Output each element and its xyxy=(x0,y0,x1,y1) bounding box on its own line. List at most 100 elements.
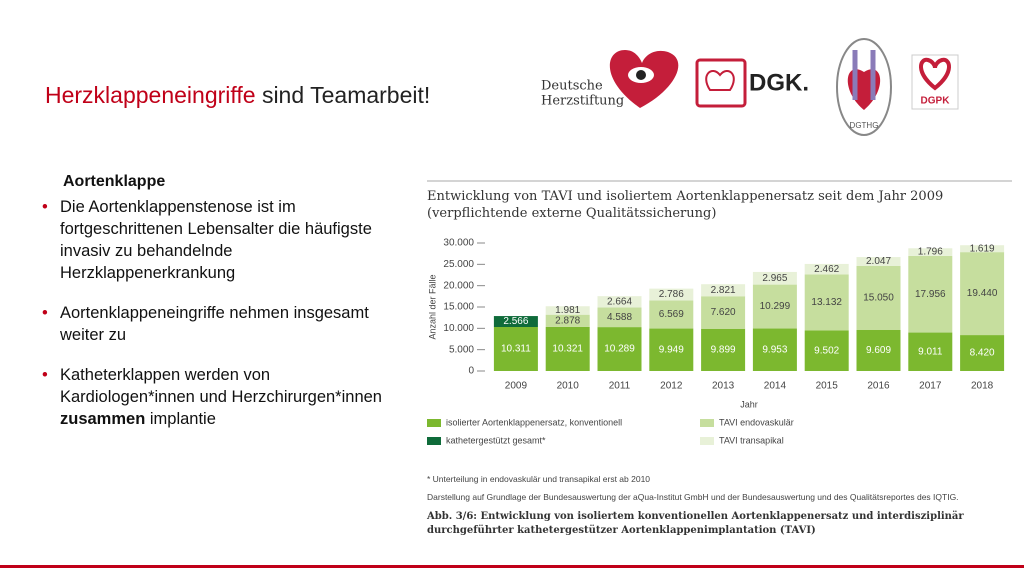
bottom-rule xyxy=(0,565,1024,568)
bar-segment xyxy=(545,306,590,315)
bar-segment xyxy=(597,327,642,371)
logo-dgk: DGK. xyxy=(695,58,809,108)
bar-segment xyxy=(856,257,901,266)
value-label: 9.502 xyxy=(814,345,839,356)
value-label: 2.821 xyxy=(711,285,736,296)
value-label: 4.588 xyxy=(607,312,632,323)
legend-swatch xyxy=(427,437,441,445)
logo-text: DGK. xyxy=(749,69,809,96)
bar-segment xyxy=(701,328,746,371)
y-tick-label: 20.000 xyxy=(443,280,474,291)
legend-label: TAVI endovaskulär xyxy=(719,417,794,427)
title-text: sind Teamarbeit! xyxy=(261,82,431,108)
y-tick-label: 10.000 xyxy=(443,323,474,334)
y-tick-label: 30.000 xyxy=(443,238,474,249)
bar-segment xyxy=(960,335,1005,371)
bullet-text: Die Aortenklappenstenose ist im fortgesc… xyxy=(60,198,372,282)
value-label: 2.965 xyxy=(762,273,787,284)
x-tick-label: 2017 xyxy=(919,381,942,392)
title-highlight: Herzklappeneingriffe xyxy=(45,82,256,108)
value-label: 10.311 xyxy=(501,344,531,355)
x-tick-label: 2016 xyxy=(867,381,890,392)
bar-segment xyxy=(493,316,538,328)
value-label: 2.878 xyxy=(555,315,580,326)
bullet-text: Katheterklappen werden von Kardiologen*i… xyxy=(60,366,382,406)
bar-segment xyxy=(960,252,1005,336)
x-tick-label: 2018 xyxy=(971,381,994,392)
y-tick-label: 5.000 xyxy=(449,344,474,355)
x-tick-label: 2014 xyxy=(764,381,787,392)
x-tick-label: 2010 xyxy=(557,381,580,392)
bar-segment xyxy=(649,328,694,371)
value-label: 19.440 xyxy=(967,288,998,299)
logo-dgthg: DGTHG xyxy=(836,38,892,136)
value-label: 9.011 xyxy=(918,346,943,357)
value-label: 2.047 xyxy=(866,256,891,267)
value-label: 9.609 xyxy=(866,345,891,356)
bar-segment xyxy=(908,255,953,333)
value-label: 1.796 xyxy=(918,247,943,258)
bullet: Katheterklappen werden von Kardiologen*i… xyxy=(40,364,394,430)
bar-segment xyxy=(752,271,797,285)
bar-segment xyxy=(804,263,849,275)
bullet-bold: zusammen xyxy=(60,410,146,428)
bar-segment xyxy=(493,327,538,371)
value-label: 2.566 xyxy=(503,316,528,327)
value-label: 17.956 xyxy=(915,289,946,300)
bar-segment xyxy=(649,288,694,301)
x-tick-label: 2012 xyxy=(660,381,683,392)
legend-label: kathetergestützt gesamt* xyxy=(446,435,546,445)
legend-swatch xyxy=(427,419,441,427)
value-label: 7.620 xyxy=(711,307,736,318)
bar-segment xyxy=(908,332,953,371)
bar-segment xyxy=(804,274,849,331)
value-label: 9.953 xyxy=(762,344,787,355)
bar-segment xyxy=(856,265,901,331)
bar-segment xyxy=(649,300,694,329)
legend-label: TAVI transapikal xyxy=(719,435,784,445)
value-label: 8.420 xyxy=(970,348,995,359)
value-label: 9.949 xyxy=(659,344,684,355)
x-tick-label: 2015 xyxy=(816,381,839,392)
bar-segment xyxy=(701,284,746,297)
logo-text: Deutsche xyxy=(541,79,603,94)
bar-segment xyxy=(597,296,642,308)
logo-herzstiftung: Deutsche Herzstiftung xyxy=(541,50,679,109)
chart-title: Entwicklung von TAVI und isoliertem Aort… xyxy=(427,189,944,221)
value-label: 10.299 xyxy=(760,301,791,312)
bullet-list: Die Aortenklappenstenose ist im fortgesc… xyxy=(40,196,394,448)
value-label: 1.619 xyxy=(970,243,995,254)
legend-label: isolierter Aortenklappenersatz, konventi… xyxy=(446,417,622,427)
logo-text: DGPK xyxy=(921,96,951,107)
y-tick-label: 15.000 xyxy=(443,302,474,313)
bar-segment xyxy=(908,248,953,256)
value-label: 2.664 xyxy=(607,296,632,307)
y-tick-label: 0 xyxy=(468,366,474,377)
bar-segment xyxy=(597,307,642,328)
bullet-text: Aortenklappeneingriffe nehmen insgesamt … xyxy=(60,304,369,344)
y-axis-label: Anzahl der Fälle xyxy=(427,274,437,339)
bar-segment xyxy=(545,326,590,371)
bullet: Die Aortenklappenstenose ist im fortgesc… xyxy=(40,196,394,284)
bar-segment xyxy=(701,296,746,329)
value-label: 9.899 xyxy=(711,345,736,356)
value-label: 1.981 xyxy=(555,305,580,316)
value-label: 2.786 xyxy=(659,289,684,300)
bullet: Aortenklappeneingriffe nehmen insgesamt … xyxy=(40,302,394,346)
legend-swatch xyxy=(700,419,714,427)
bar-segment xyxy=(856,330,901,371)
bar-segment xyxy=(752,284,797,329)
heading: Aortenklappe xyxy=(63,173,166,190)
bar-segment xyxy=(752,328,797,371)
bar-segment xyxy=(545,314,590,327)
value-label: 2.462 xyxy=(814,264,839,275)
x-tick-label: 2009 xyxy=(505,381,528,392)
value-label: 6.569 xyxy=(659,309,684,320)
x-tick-label: 2013 xyxy=(712,381,735,392)
x-tick-label: 2011 xyxy=(609,381,631,392)
slide-title: Herzklappeneingriffe sind Teamarbeit! xyxy=(45,82,430,109)
caption: Abb. 3/6: Entwicklung von isoliertem kon… xyxy=(427,511,964,536)
footnote: * Unterteilung in endovaskulär und trans… xyxy=(427,474,651,484)
